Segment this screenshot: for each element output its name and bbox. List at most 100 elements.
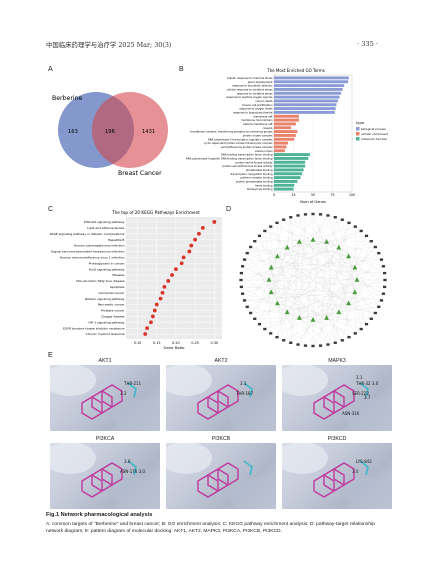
network-target-node (383, 278, 387, 282)
network-target-node (353, 332, 357, 335)
network-edge (271, 267, 362, 330)
network-edge (259, 292, 272, 325)
docking-label: THR-187 (235, 391, 254, 396)
network-target-node (381, 292, 386, 295)
network-edge (271, 259, 382, 268)
network-edge (283, 219, 339, 248)
network-target-node (242, 299, 247, 302)
network-pathway-node (284, 309, 290, 315)
network-edge (244, 300, 278, 304)
network-target-node (377, 251, 381, 255)
network-pathway-node (297, 315, 302, 320)
network-target-node (239, 285, 243, 289)
network-edge (250, 239, 314, 314)
network-edge (290, 241, 300, 343)
network-target-node (347, 221, 351, 225)
go-bar (274, 122, 296, 126)
go-x-ticks: 0 25 50 75 100 (273, 193, 355, 197)
network-edge (277, 266, 384, 304)
go-bar (274, 145, 287, 149)
panel-letter-a: A (48, 66, 53, 73)
network-edge (297, 215, 327, 243)
docking-label: ASN-170 3.0 (120, 469, 145, 474)
network-edge (241, 273, 288, 313)
kegg-point (187, 249, 192, 254)
network-edge (348, 256, 382, 260)
network-edge (276, 241, 300, 338)
kegg-point (170, 273, 174, 277)
kegg-point (158, 296, 163, 301)
protein-surface (346, 399, 392, 431)
kegg-category-label: HIF-1 signaling pathway (88, 320, 124, 324)
go-category-label: membrane microdomain (241, 118, 273, 122)
network-edge (326, 241, 372, 243)
network-target-node (326, 214, 330, 217)
network-edge (277, 256, 379, 307)
kegg-category-label: Non-alcoholic fatty liver disease (76, 279, 124, 283)
kegg-category-label: Prostate cancer (101, 309, 125, 313)
go-chart-title: The Most Enriched GO Terms (266, 68, 325, 73)
network-target-node (282, 339, 286, 342)
network-edge (326, 241, 336, 343)
ligand-structure: 3.0 ASN-170 3.0 (50, 443, 160, 509)
kegg-point (162, 284, 167, 289)
go-category-label: cellular response to oxidative stress (227, 87, 274, 91)
network-edge (290, 217, 358, 281)
network-target-node (340, 339, 344, 342)
network-edge (338, 247, 385, 274)
go-bar (274, 149, 285, 153)
network-pathway-node (352, 264, 358, 270)
go-bar (274, 107, 336, 111)
network-nodes (239, 212, 387, 348)
network-edge (250, 303, 349, 314)
protein-surface (50, 443, 96, 474)
kegg-category-label: Pancreatic cancer (98, 303, 125, 307)
go-bar (274, 95, 340, 99)
go-category-label: cyclin-dependent protein kinase holoenzy… (204, 141, 273, 145)
network-edge (241, 286, 288, 313)
kegg-points (143, 220, 217, 336)
residue-stick (127, 460, 137, 476)
kegg-category-label: EGFR tyrosine kinase inhibitor resistanc… (63, 326, 125, 330)
docking-label: 3.7 (364, 395, 371, 400)
kegg-chart-title: The top of 20 KEGG Pathways Enrichment (111, 210, 200, 215)
panel-letter-c: C (48, 206, 54, 213)
network-edge (312, 215, 329, 241)
network-target-node (303, 344, 308, 347)
go-bar (274, 130, 298, 134)
network-pathway-node (354, 277, 360, 282)
network-edge (259, 235, 314, 321)
network-pathway-node (268, 264, 274, 270)
network-edge (290, 292, 355, 343)
go-bar (274, 76, 349, 80)
kegg-point (189, 243, 194, 248)
kegg-x-ticks: 0.10 0.15 0.20 0.25 0.30 (134, 341, 218, 345)
network-edge (348, 253, 379, 304)
figure-caption-body: A: common targets of "Berberine" and bre… (46, 522, 375, 534)
network-target-node (240, 265, 245, 268)
network-target-node (240, 292, 245, 295)
network-target-node (296, 343, 300, 346)
kegg-point (154, 302, 159, 307)
network-edge (247, 253, 349, 304)
ligand-ring (333, 462, 355, 486)
network-target-node (347, 335, 351, 339)
network-edge (242, 293, 327, 319)
network-target-node (340, 218, 344, 221)
network-edge (268, 230, 362, 281)
go-bar (274, 80, 349, 84)
docking-label: 3.3 (120, 391, 127, 396)
kegg-point (179, 261, 184, 266)
network-target-node (289, 216, 293, 219)
network-target-node (239, 278, 243, 282)
go-bar (274, 91, 342, 95)
network-edge (312, 239, 376, 314)
go-bar (274, 110, 335, 114)
network-edge (320, 214, 349, 257)
network-edge (297, 256, 349, 345)
go-x-tick: 75 (330, 193, 334, 197)
network-target-node (311, 212, 315, 216)
docking-image-pi3kcd: LYS-842 3.0 (282, 443, 392, 509)
network-edge (283, 317, 327, 341)
protein-surface (166, 365, 212, 396)
